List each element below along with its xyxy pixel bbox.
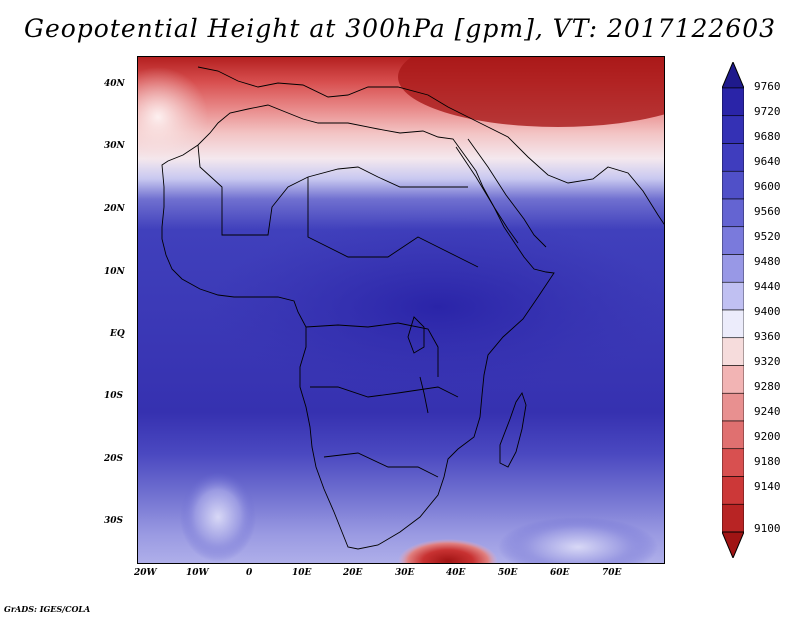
lon-label-10w: 10W <box>186 568 209 578</box>
colorbar-label: 9440 <box>754 280 781 293</box>
lat-label-40n: 40N <box>104 79 125 89</box>
colorbar-label: 9400 <box>754 305 781 318</box>
madagascar-outline <box>499 391 527 468</box>
colorbar-cell <box>722 420 744 450</box>
colorbar-cell <box>722 143 744 172</box>
colorbar-label: 9320 <box>754 355 781 368</box>
colorbar-label: 9180 <box>754 455 781 468</box>
lat-label-10n: 10N <box>104 267 125 277</box>
coastlines-borders <box>161 66 664 550</box>
colorbar-cell <box>722 503 744 533</box>
colorbar-label: 9520 <box>754 230 781 243</box>
colorbar-cell <box>722 309 744 339</box>
lon-label-0: 0 <box>246 568 253 578</box>
south-africa-borders <box>323 452 439 478</box>
colorbar-label: 9720 <box>754 105 781 118</box>
central-dark-blue <box>208 217 664 397</box>
sahel-borders <box>307 177 479 268</box>
colorbar-label: 9640 <box>754 155 781 168</box>
lat-label-eq: EQ <box>110 329 125 339</box>
lat-label-20n: 20N <box>104 204 125 214</box>
colorbar-cell <box>722 87 744 117</box>
colorbar-cell <box>722 281 744 311</box>
colorbar-cell <box>722 476 744 505</box>
colorbar-label: 9560 <box>754 205 781 218</box>
lon-label-60e: 60E <box>550 568 570 578</box>
map-title: Geopotential Height at 300hPa [gpm], VT:… <box>23 14 777 43</box>
colorbar-label: 9200 <box>754 430 781 443</box>
southeast-pale-region <box>498 517 658 563</box>
arabian-asian-coast <box>467 116 664 225</box>
southern-borders <box>310 386 459 398</box>
southern-red-low <box>398 539 498 563</box>
europe-coast <box>197 66 469 118</box>
colorbar-label: 9140 <box>754 480 781 493</box>
lat-label-30s: 30S <box>104 516 124 526</box>
lake-malawi <box>419 376 429 414</box>
colorbar-cell <box>722 392 744 422</box>
credit-text: GrADS: IGES/COLA <box>4 604 91 614</box>
red-sea-west <box>455 146 519 244</box>
colorbar-cell <box>722 254 744 283</box>
lon-label-30e: 30E <box>395 568 415 578</box>
colorbar-cell <box>722 198 744 228</box>
colorbar-label: 9480 <box>754 255 781 268</box>
colorbar-cell <box>722 365 744 394</box>
colorbar-cell <box>722 226 744 255</box>
colorbar-label: 9760 <box>754 80 781 93</box>
southwest-pale-blob <box>180 472 256 562</box>
colorbar-label: 9240 <box>754 405 781 418</box>
africa-outline <box>161 104 555 550</box>
map-panel <box>137 56 665 564</box>
colorbar-cell <box>722 170 744 200</box>
colorbar-cells <box>722 87 744 533</box>
colorbar-label: 9280 <box>754 380 781 393</box>
lon-label-70e: 70E <box>602 568 622 578</box>
lon-label-20w: 20W <box>134 568 157 578</box>
colorbar-label: 9360 <box>754 330 781 343</box>
colorbar-cell <box>722 448 744 477</box>
central-borders <box>305 322 439 377</box>
lon-label-20e: 20E <box>343 568 363 578</box>
northeast-red-band <box>398 57 664 127</box>
lat-label-30n: 30N <box>104 141 125 151</box>
colorbar-bottom-arrow <box>722 531 744 558</box>
lon-label-50e: 50E <box>498 568 518 578</box>
colorbar-cell <box>722 115 744 144</box>
colorbar-label: 9100 <box>754 522 781 535</box>
colorbar-cell <box>722 337 744 366</box>
lake-victoria <box>407 316 425 354</box>
geopotential-map <box>138 57 664 563</box>
colorbar <box>722 62 744 558</box>
colorbar-top-arrow <box>722 62 744 89</box>
colorbar-label: 9680 <box>754 130 781 143</box>
lat-label-10s: 10S <box>104 391 124 401</box>
west-pale-region <box>138 67 208 167</box>
red-sea-east <box>467 138 547 248</box>
lon-label-40e: 40E <box>446 568 466 578</box>
colorbar-label: 9600 <box>754 180 781 193</box>
lat-label-20s: 20S <box>104 454 124 464</box>
lon-label-10e: 10E <box>292 568 312 578</box>
